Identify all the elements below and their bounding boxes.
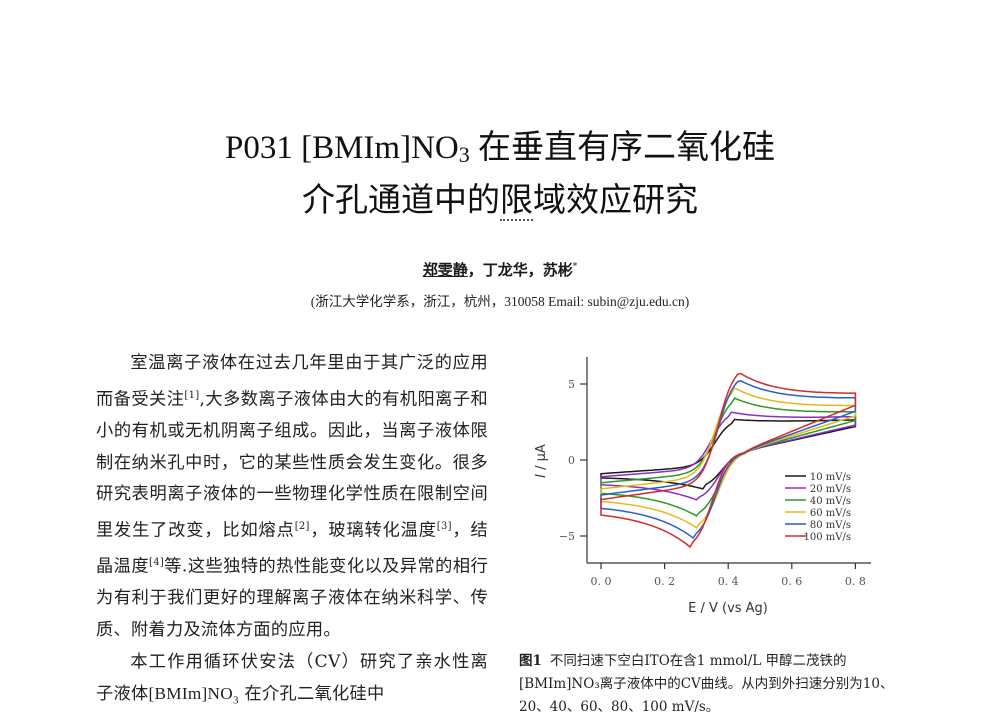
y-tick-label: 5 [568,378,575,391]
cv-curve [600,380,857,540]
caption-text: 不同扫速下空白ITO在含1 mmol/L 甲醇二茂铁的[BMIm]NO₃离子液体… [519,653,894,715]
title-text: 在垂直有序二氧化硅 [469,130,775,166]
cv-curve [600,387,857,529]
cv-curve [600,411,857,501]
citation-1: [1] [184,389,200,401]
text-run: 室温离子液体在过去几年里由于其广泛的应用而备受关注 [96,353,488,410]
legend-label: 80 mV/s [810,520,851,531]
legend-label: 100 mV/s [804,532,851,543]
affiliation: (浙江大学化学系，浙江，杭州，310058 Email: subin@zju.e… [310,294,690,309]
citation-4: [4] [149,557,165,569]
x-axis-label: E / V (vs Ag) [688,601,768,616]
figure-label: 图1 [519,653,542,669]
y-axis-label: I / μA [534,444,549,478]
title-subscript: 3 [458,142,470,167]
x-tick-label: 0. 8 [845,575,866,588]
paper-title-line-1: P031 [BMIm]NO3 在垂直有序二氧化硅 [0,126,1000,177]
cv-chart: 0. 0 0. 2 0. 4 0. 6 0. 8 5 0 −5 E / V (vs Ag) I /… [534,357,871,616]
paragraph-1: 室温离子液体在过去几年里由于其广泛的应用而备受关注[1],大多数离子液体由大的有… [96,348,488,647]
text-run: ,大多数离子液体由大的有机阳离子和小的有机或无机阴离子组成。因此，当离子液体限制… [96,389,488,541]
text-run: 等.这些独特的热性能变化以及异常的相行为有利于我们更好的理解离子液体在纳米科学、… [96,556,488,640]
title-text: 介孔通道中的 [302,180,500,219]
x-tick-label: 0. 6 [781,575,802,588]
legend-label: 60 mV/s [810,508,851,519]
y-tick-label: −5 [559,530,575,543]
title-text: 域效应研究 [533,180,698,219]
legend-label: 20 mV/s [810,484,851,495]
author-list: 郑雯静，丁龙华，苏彬* [0,259,1000,280]
figure-caption: 图1 不同扫速下空白ITO在含1 mmol/L 甲醇二茂铁的[BMIm]NO₃离子… [519,650,911,719]
title-formula: P031 [BMIm]NO [224,130,459,166]
y-tick-label: 0 [568,454,575,467]
citation-3: [3] [436,520,452,532]
corresponding-author-mark: * [572,262,578,272]
formula-subscript: 3 [232,694,239,707]
spellcheck-marked-char: 限 [500,180,533,221]
cv-curve [600,372,857,549]
paper-title-line-2: 介孔通道中的限域效应研究 [0,178,1000,222]
presenting-author: 郑雯静 [422,261,468,279]
text-run: ，结晶温度 [96,520,488,577]
paragraph-2: 本工作用循环伏安法（CV）研究了亲水性离子液体[BMIm]NO3 在介孔二氧化硅… [96,647,488,718]
legend-label: 10 mV/s [810,472,851,483]
body-text: 室温离子液体在过去几年里由于其广泛的应用而备受关注[1],大多数离子液体由大的有… [96,348,488,717]
text-run: 本工作用循环伏安法（CV）研究了亲水性离子液体 [96,651,488,705]
cv-curve [600,397,857,517]
co-authors: ，丁龙华，苏彬 [467,261,573,279]
x-tick-label: 0. 2 [654,575,675,588]
text-run: 在介孔二氧化硅中 [238,684,385,705]
citation-2: [2] [294,520,310,532]
x-tick-label: 0. 4 [718,575,739,588]
x-tick-label: 0. 0 [591,575,612,588]
legend-label: 40 mV/s [810,496,851,507]
text-run: ，玻璃转化温度 [309,520,437,541]
chemical-formula: [BMIm]NO [148,684,233,704]
cv-curve [600,418,857,490]
